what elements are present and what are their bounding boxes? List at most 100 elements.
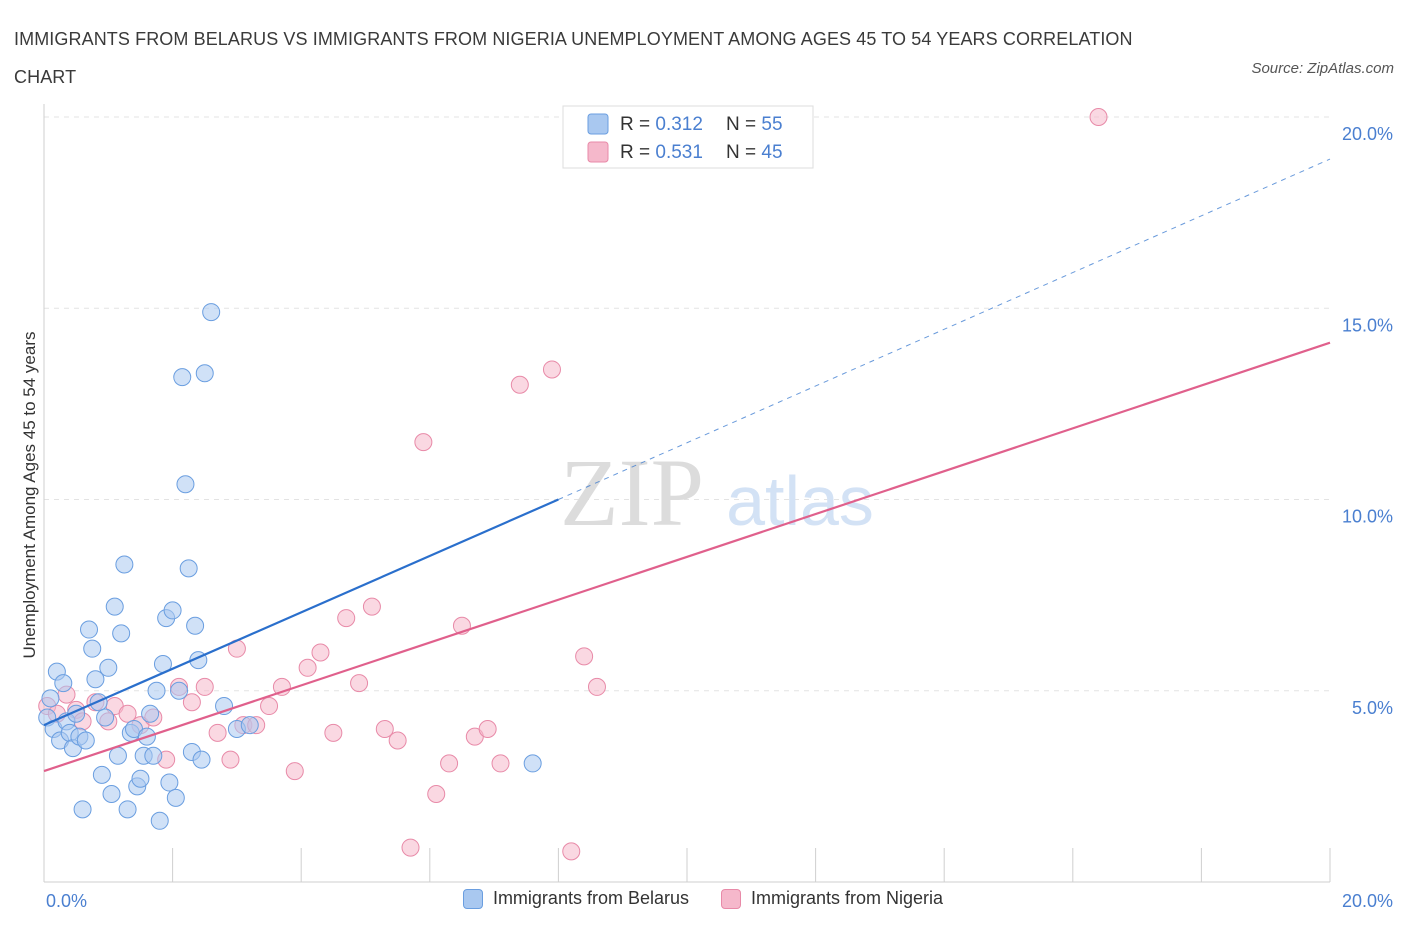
stats-n-label-belarus: N = (726, 114, 761, 135)
nigeria-point (1089, 108, 1108, 126)
stats-r-label-belarus: R = (620, 114, 655, 135)
belarus-point (141, 704, 160, 723)
legend-swatch-nigeria (721, 888, 741, 909)
belarus-point (76, 731, 95, 750)
belarus-point (170, 681, 189, 700)
legend-swatch-belarus (462, 888, 483, 909)
source-label: Source: ZipAtlas.com (1251, 60, 1394, 77)
belarus-point (41, 689, 60, 708)
nigeria-point (414, 433, 433, 452)
gridlines (44, 116, 1330, 692)
belarus-point (102, 785, 121, 804)
belarus-point (192, 750, 211, 769)
stats-swatch-nigeria (587, 141, 609, 163)
y-tick-label: 5.0% (1352, 698, 1393, 718)
belarus-point (166, 788, 185, 807)
y-tick-label: 10.0% (1342, 507, 1393, 527)
axes (43, 104, 1331, 883)
nigeria-point (324, 723, 343, 742)
trendline-belarus (43, 498, 559, 727)
trendline-nigeria (43, 341, 1331, 773)
x-tick-label-max: 20.0% (1341, 891, 1393, 911)
stats-r-label-nigeria: R = (620, 142, 655, 163)
belarus-point (108, 746, 127, 765)
nigeria-point (195, 677, 214, 696)
stats-n-value-belarus: 55 (761, 114, 782, 135)
stats-swatch-belarus (587, 113, 609, 135)
nigeria-point (118, 704, 137, 723)
y-tick-label: 15.0% (1342, 315, 1393, 335)
svg-text:N = 55: N = 55 (726, 114, 783, 135)
belarus-point (523, 754, 542, 773)
belarus-point (115, 555, 134, 574)
belarus-point (144, 746, 163, 765)
legend-label-belarus: Immigrants from Belarus (492, 888, 689, 908)
nigeria-point (440, 754, 459, 773)
svg-text:R = 0.531: R = 0.531 (620, 142, 703, 163)
belarus-point (99, 658, 118, 677)
nigeria-point (182, 693, 201, 712)
nigeria-point (221, 750, 240, 769)
belarus-point (118, 800, 137, 819)
nigeria-point (388, 731, 407, 750)
nigeria-point (350, 674, 369, 693)
belarus-point (195, 364, 214, 383)
belarus-point (80, 620, 99, 639)
nigeria-point (401, 838, 420, 857)
belarus-point (105, 597, 124, 616)
nigeria-point (208, 723, 227, 742)
bottom-legend: Immigrants from Belarus Immigrants from … (0, 888, 1406, 909)
stats-r-value-belarus: 0.312 (655, 114, 703, 135)
belarus-point (160, 773, 179, 792)
watermark-zip: ZIP (560, 439, 704, 546)
belarus-point (54, 674, 73, 693)
belarus-point (186, 616, 205, 635)
y-tick-labels: 5.0% 10.0% 15.0% 20.0% (1342, 124, 1393, 718)
stats-r-value-nigeria: 0.531 (655, 142, 703, 163)
nigeria-point (478, 720, 497, 738)
nigeria-point (427, 785, 446, 804)
chart-title: IMMIGRANTS FROM BELARUS VS IMMIGRANTS FR… (14, 29, 1133, 87)
nigeria-point (337, 609, 356, 628)
belarus-point (150, 811, 169, 830)
nigeria-point (260, 697, 279, 716)
stats-legend: R = 0.312 N = 55 R = 0.531 N = 45 (562, 105, 814, 169)
nigeria-point (575, 647, 594, 666)
belarus-point (92, 765, 111, 784)
y-tick-label: 20.0% (1342, 124, 1393, 144)
belarus-point (131, 769, 150, 788)
nigeria-point (510, 375, 529, 394)
nigeria-point (587, 677, 606, 696)
series-nigeria-points (38, 108, 1108, 861)
belarus-point (112, 624, 131, 643)
belarus-point (173, 368, 192, 387)
svg-text:N = 45: N = 45 (726, 142, 783, 163)
belarus-point (73, 800, 92, 819)
nigeria-point (562, 842, 581, 861)
nigeria-point (311, 643, 330, 662)
nigeria-point (298, 658, 317, 677)
x-tick-label-min: 0.0% (46, 891, 88, 911)
trendline-belarus-extension (558, 158, 1331, 500)
belarus-point (96, 708, 115, 727)
nigeria-point (285, 762, 304, 781)
belarus-point (147, 681, 166, 700)
belarus-point (163, 601, 182, 620)
watermark-atlas: atlas (726, 462, 874, 540)
belarus-point (202, 303, 221, 322)
belarus-point (86, 670, 105, 689)
svg-text:R = 0.312: R = 0.312 (620, 114, 703, 135)
nigeria-point (362, 597, 381, 616)
belarus-point (83, 639, 102, 658)
stats-n-label-nigeria: N = (726, 142, 761, 163)
trendlines (43, 158, 1331, 773)
nigeria-point (491, 754, 510, 773)
legend-item-nigeria: Immigrants from Nigeria (721, 888, 943, 909)
series-belarus-points (38, 303, 542, 830)
legend-item-belarus: Immigrants from Belarus (462, 888, 689, 909)
stats-n-value-nigeria: 45 (761, 142, 782, 163)
belarus-point (176, 475, 195, 494)
nigeria-point (375, 720, 394, 738)
belarus-point (179, 559, 198, 578)
